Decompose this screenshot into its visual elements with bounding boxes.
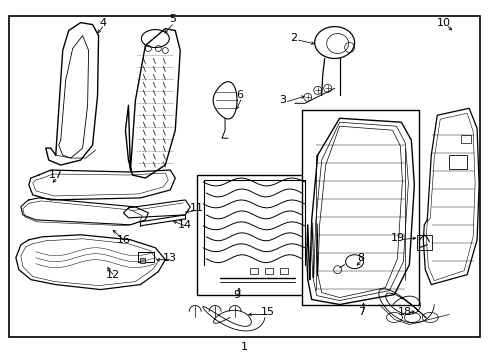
Bar [448,155,466,169]
Text: 19: 19 [389,233,404,243]
Text: 17: 17 [49,170,62,180]
Text: 6: 6 [236,90,243,100]
Text: 4: 4 [99,18,106,28]
Text: 2: 2 [290,32,297,42]
Bar [416,235,431,250]
Text: 18: 18 [398,307,411,318]
Text: 7: 7 [357,307,365,318]
Text: 12: 12 [105,270,120,280]
Text: 11: 11 [190,203,204,213]
Bar [140,258,145,263]
Bar [138,252,154,262]
Bar [301,110,419,305]
Bar [264,268,272,274]
Bar [9,15,479,337]
Bar [279,268,287,274]
Text: 10: 10 [436,18,450,28]
Bar [249,268,258,274]
Text: 9: 9 [233,289,240,300]
Text: 3: 3 [279,95,286,105]
Text: 8: 8 [356,253,364,263]
Text: 5: 5 [168,14,175,24]
Text: 16: 16 [116,235,130,245]
Bar [197,175,311,294]
Text: 14: 14 [178,220,192,230]
Text: 1: 1 [240,342,247,352]
Text: 13: 13 [163,253,177,263]
Bar [460,135,470,143]
Text: 15: 15 [261,307,274,318]
